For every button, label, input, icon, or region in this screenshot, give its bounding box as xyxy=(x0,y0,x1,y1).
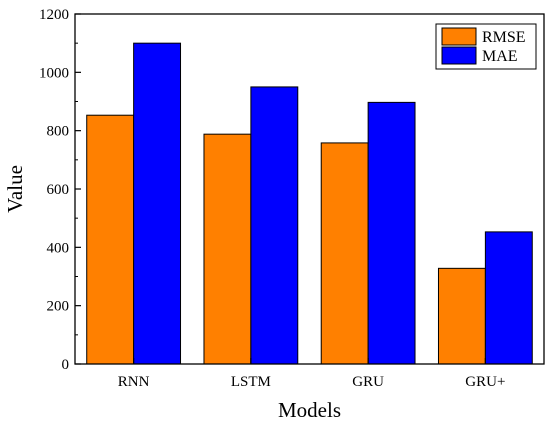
bar-mae-rnn xyxy=(133,42,182,365)
legend-swatch-mae xyxy=(441,46,477,65)
x-axis: RNN LSTM GRU GRU+ xyxy=(118,358,505,390)
bar-rmse-lstm xyxy=(203,133,252,365)
bar-rmse-gru xyxy=(320,142,369,365)
legend-label-mae: MAE xyxy=(482,48,518,65)
bar-rmse-rnn xyxy=(86,114,135,365)
bar-mae-lstm xyxy=(250,86,299,365)
y-axis: 0 200 400 600 800 1000 1200 xyxy=(39,7,81,373)
bars-group xyxy=(86,42,533,365)
y-tick-label: 0 xyxy=(62,357,70,373)
y-tick-label: 400 xyxy=(47,240,70,256)
bar-mae-gru-plus xyxy=(484,231,533,365)
y-axis-title: Value xyxy=(3,165,27,213)
x-tick-label: GRU xyxy=(352,374,384,390)
y-tick-label: 800 xyxy=(47,124,70,140)
x-tick-label: GRU+ xyxy=(465,374,505,390)
y-tick-label: 200 xyxy=(47,299,70,315)
y-tick-label: 1200 xyxy=(39,7,69,23)
bar-rmse-gru-plus xyxy=(437,267,486,365)
x-tick-label: RNN xyxy=(118,374,150,390)
legend-swatch-rmse xyxy=(441,27,477,46)
legend: RMSE MAE xyxy=(435,23,537,70)
legend-label-rmse: RMSE xyxy=(482,29,526,46)
bar-mae-gru xyxy=(367,101,416,365)
y-tick-label: 600 xyxy=(47,182,70,198)
x-tick-label: LSTM xyxy=(231,374,271,390)
y-tick-label: 1000 xyxy=(39,65,69,81)
x-axis-title: Models xyxy=(278,398,341,422)
